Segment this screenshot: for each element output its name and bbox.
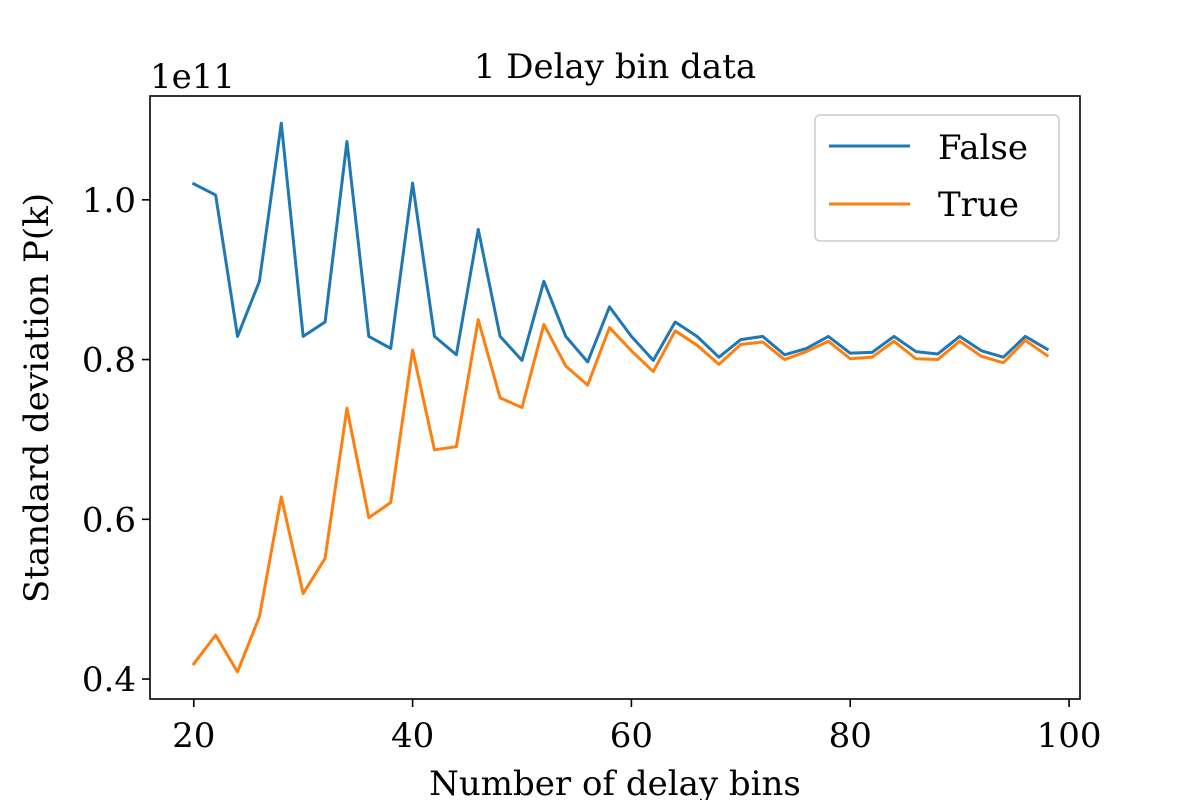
x-tick-label: 60	[610, 716, 653, 756]
legend-label-true: True	[938, 185, 1019, 225]
series-line-false	[191, 121, 1050, 364]
y-axis: 0.4 0.6 0.8 1.0	[82, 181, 150, 700]
x-axis-label: Number of delay bins	[429, 764, 801, 800]
legend: False True	[814, 114, 1060, 242]
x-tick-label: 40	[391, 716, 434, 756]
x-tick-label: 20	[172, 716, 215, 756]
y-axis-label: Standard deviation P(k)	[17, 193, 57, 603]
y-tick-label: 0.4	[82, 660, 136, 700]
y-tick-label: 1.0	[82, 181, 136, 221]
y-tick-label: 0.6	[82, 500, 136, 540]
x-tick-label: 80	[829, 716, 872, 756]
plot-frame	[149, 95, 1081, 700]
y-tick-label: 0.8	[82, 341, 136, 381]
series-line-true	[191, 318, 1050, 674]
series-layer	[191, 121, 1050, 674]
chart-title: 1 Delay bin data	[474, 47, 756, 87]
x-axis: 20 40 60 80 100	[172, 699, 1102, 756]
y-multiplier-label: 1e11	[150, 57, 235, 97]
x-tick-label: 100	[1037, 716, 1102, 756]
legend-label-false: False	[938, 128, 1028, 168]
